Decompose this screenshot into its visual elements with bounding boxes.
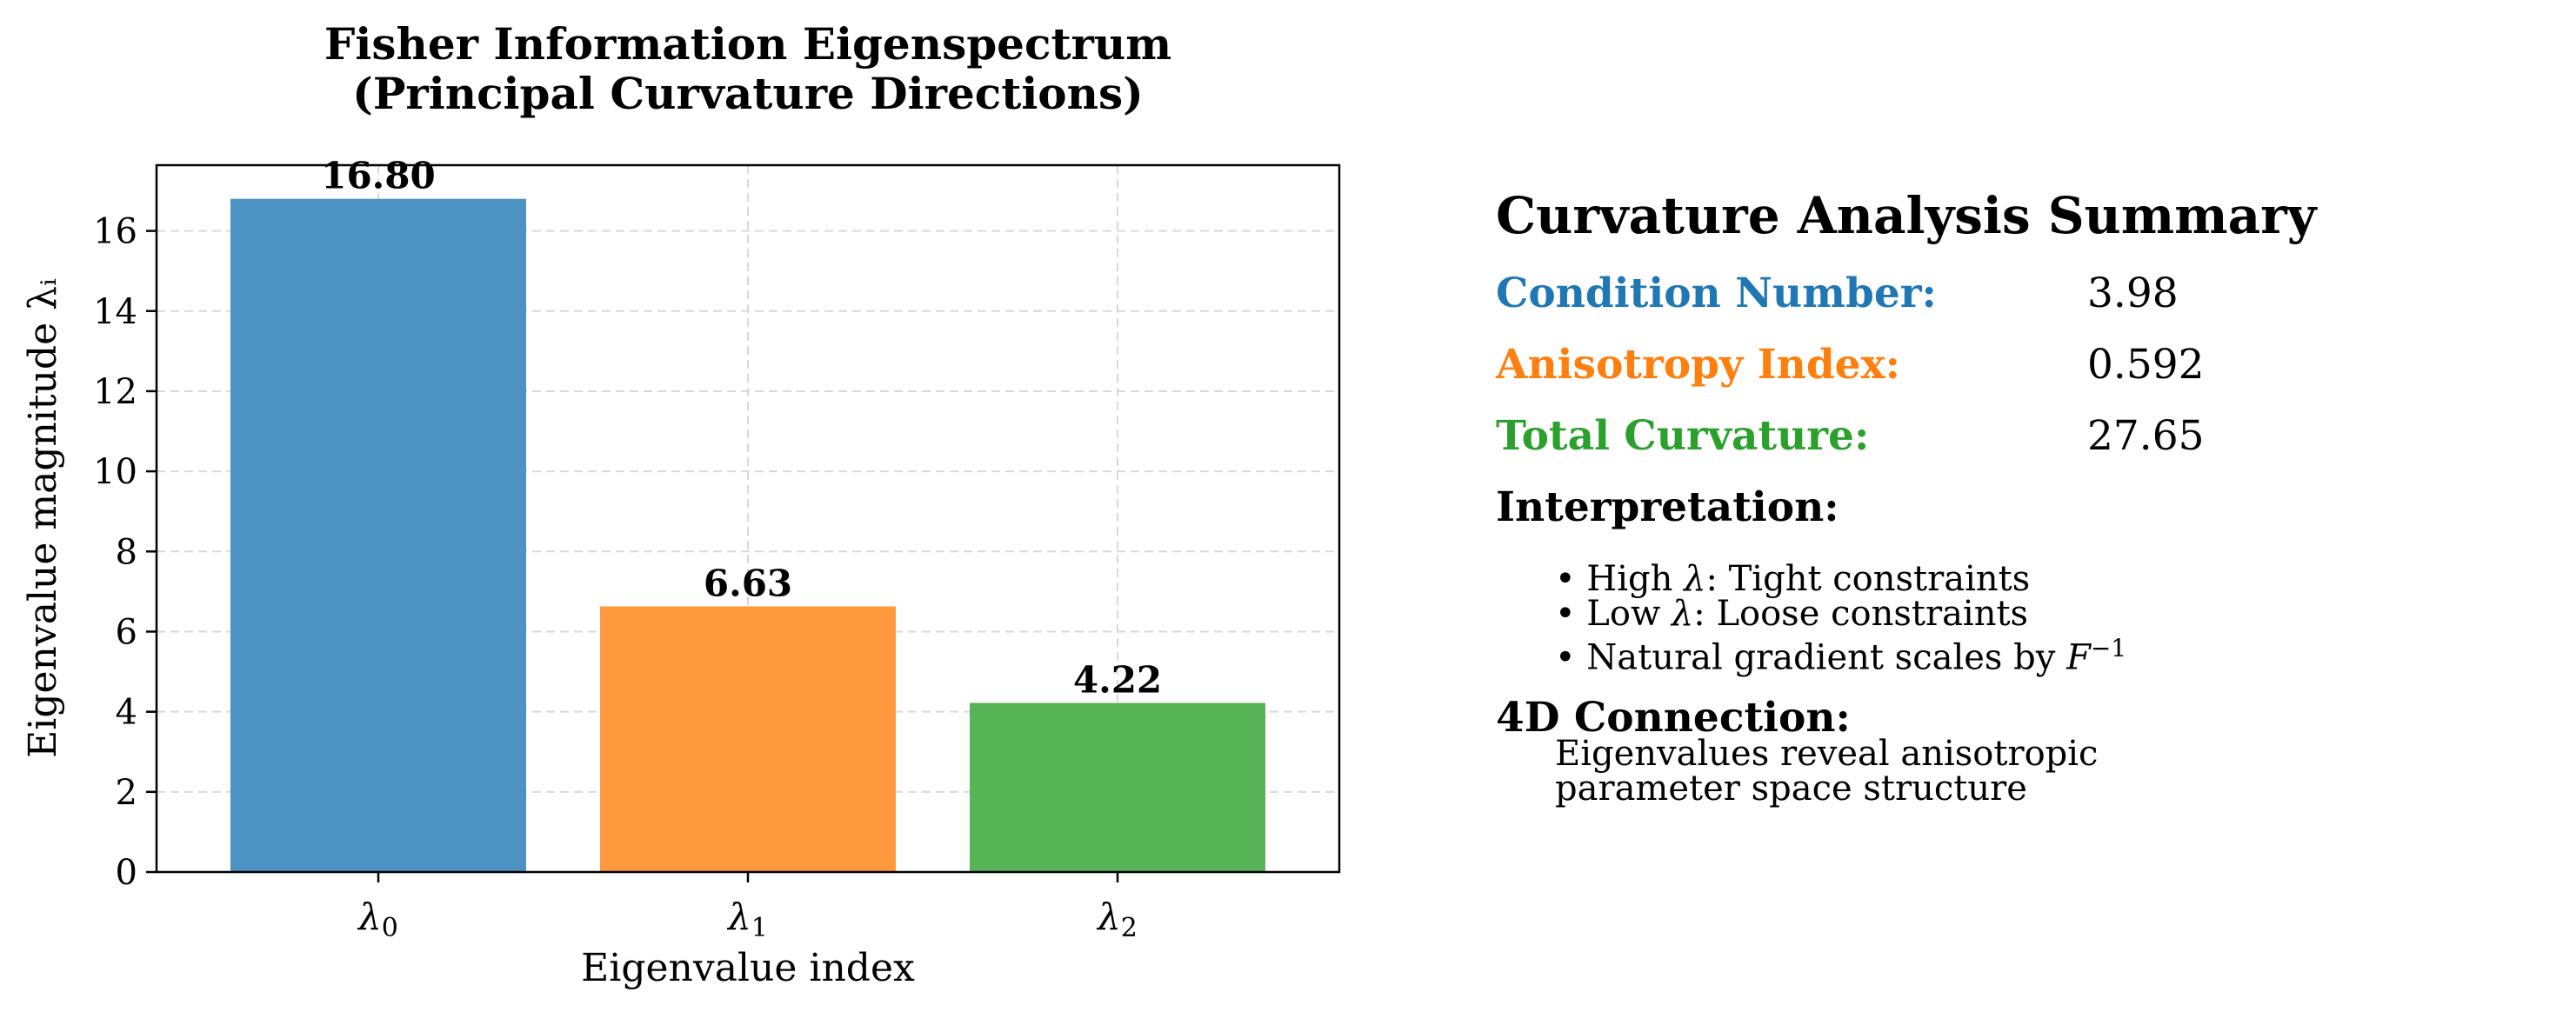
summary-title: Curvature Analysis Summary xyxy=(1496,186,2317,245)
y-tick-label: 10 xyxy=(93,452,137,492)
condition-number-value: 3.98 xyxy=(2087,270,2179,317)
y-tick-label: 4 xyxy=(116,693,137,733)
condition-number-label: Condition Number: xyxy=(1496,270,1937,317)
chart-title-line-2: (Principal Curvature Directions) xyxy=(352,68,1144,119)
plot-frame xyxy=(155,163,1341,874)
x-tick-label: λ0 xyxy=(357,895,398,943)
chart-title-line-1: Fisher Information Eigenspectrum xyxy=(324,18,1172,70)
connection-line: parameter space structure xyxy=(1555,769,2027,809)
connection-heading: 4D Connection: xyxy=(1496,694,1851,742)
y-tick-label: 16 xyxy=(93,212,137,252)
y-tick-label: 8 xyxy=(116,532,137,572)
bar-λ2 xyxy=(970,702,1265,872)
interpretation-bullet: • High λ: Tight constraints xyxy=(1555,559,2031,599)
x-tick-label: λ1 xyxy=(726,895,768,943)
x-axis-label: Eigenvalue index xyxy=(581,946,915,990)
y-tick-label: 12 xyxy=(93,372,137,412)
x-tick-label: λ2 xyxy=(1096,895,1138,943)
interpretation-bullet: • Natural gradient scales by F−1 xyxy=(1555,634,2127,678)
bar-λ0 xyxy=(230,198,526,872)
bar-value-label: 4.22 xyxy=(1073,659,1162,702)
total-curvature-label: Total Curvature: xyxy=(1496,412,1870,460)
y-tick-label: 2 xyxy=(116,773,137,813)
y-tick-label: 6 xyxy=(116,612,137,652)
anisotropy-index-value: 0.592 xyxy=(2087,341,2205,389)
bar-value-label: 6.63 xyxy=(704,562,792,604)
anisotropy-index-label: Anisotropy Index: xyxy=(1496,341,1900,389)
interpretation-bullet: • Low λ: Loose constraints xyxy=(1555,594,2029,634)
total-curvature-value: 27.65 xyxy=(2087,412,2205,460)
bar-value-label: 16.80 xyxy=(321,155,436,197)
bar-chart: 16.80 6.63 4.22 0 2 4 6 8 10 12 14 16 λ0 λ1 λ2 Eigen… xyxy=(21,155,1341,990)
bar-λ1 xyxy=(600,606,896,872)
y-axis-label: Eigenvalue magnitude λᵢ xyxy=(21,278,65,758)
y-tick-label: 0 xyxy=(116,853,137,893)
interpretation-heading: Interpretation: xyxy=(1496,483,1839,531)
y-tick-label: 14 xyxy=(93,292,137,332)
connection-line: Eigenvalues reveal anisotropic xyxy=(1555,734,2099,774)
